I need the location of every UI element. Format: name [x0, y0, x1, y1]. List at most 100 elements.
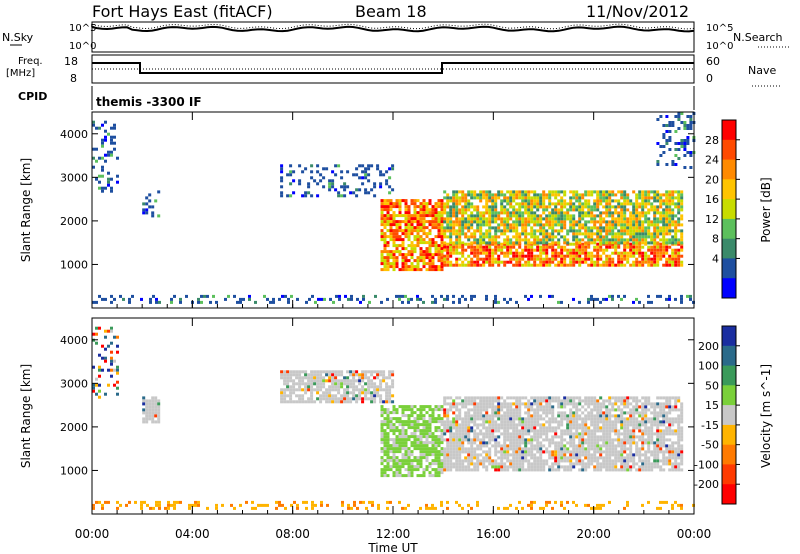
echo-cell: [236, 300, 239, 304]
echo-cell: [665, 462, 669, 466]
frequency-trace: [92, 62, 694, 74]
echo-cell: [614, 417, 618, 421]
echo-cell: [569, 402, 573, 406]
echo-cell: [488, 459, 492, 463]
echo-cell: [686, 115, 690, 118]
echo-cell: [599, 211, 603, 215]
echo-cell: [536, 254, 540, 258]
echo-cell: [641, 226, 645, 230]
echo-cell: [467, 426, 471, 430]
echo-cell: [431, 438, 435, 442]
echo-cell: [449, 429, 453, 433]
echo-cell: [437, 226, 441, 230]
echo-cell: [467, 408, 471, 412]
echo-cell: [545, 254, 549, 258]
echo-cell: [650, 423, 654, 427]
echo-cell: [446, 235, 450, 239]
echo-cell: [560, 254, 564, 258]
echo-cell: [659, 254, 663, 258]
echo-cell: [545, 402, 549, 406]
echo-cell: [434, 247, 438, 251]
echo-cell: [533, 426, 537, 430]
echo-cell: [428, 441, 432, 445]
echo-cell: [392, 474, 396, 478]
echo-cell: [593, 260, 597, 264]
echo-cell: [404, 429, 408, 433]
echo-cell: [485, 453, 489, 457]
echo-cell: [307, 191, 311, 195]
echo-cell: [671, 251, 675, 255]
echo-cell: [536, 245, 540, 249]
echo-cell: [389, 202, 393, 206]
echo-cell: [614, 468, 618, 472]
echo-cell: [539, 229, 543, 233]
echo-cell: [686, 124, 690, 127]
echo-cell: [584, 223, 588, 227]
echo-cell: [530, 263, 534, 267]
echo-cell: [500, 220, 504, 224]
echo-cell: [422, 205, 426, 209]
echo-cell: [518, 450, 522, 454]
echo-cell: [364, 397, 368, 401]
echo-cell: [376, 376, 380, 380]
echo-cell: [605, 257, 609, 261]
echo-cell: [458, 453, 462, 457]
echo-cell: [473, 465, 477, 469]
echo-cell: [500, 248, 504, 252]
echo-cell: [548, 217, 552, 221]
echo-cell: [566, 211, 570, 215]
echo-cell: [449, 220, 453, 224]
echo-cell: [581, 399, 585, 403]
echo-cell: [416, 211, 420, 215]
echo-cell: [509, 229, 513, 233]
echo-cell: [623, 432, 627, 436]
echo-cell: [419, 444, 423, 448]
echo-cell: [515, 260, 519, 264]
echo-cell: [431, 408, 435, 412]
echo-cell: [641, 468, 645, 472]
echo-cell: [563, 193, 567, 197]
echo-cell: [470, 245, 474, 249]
echo-cell: [356, 297, 359, 301]
echo-cell: [404, 474, 408, 478]
echo-cell: [563, 223, 567, 227]
echo-cell: [641, 462, 645, 466]
echo-cell: [142, 417, 146, 421]
echo-cell: [662, 396, 666, 400]
echo-cell: [650, 260, 654, 264]
echo-cell: [656, 456, 660, 460]
echo-cell: [404, 259, 408, 263]
echo-cell: [395, 229, 399, 233]
echo-cell: [671, 223, 675, 227]
echo-cell: [617, 238, 621, 242]
echo-cell: [443, 426, 447, 430]
echo-cell: [518, 468, 522, 472]
echo-cell: [557, 223, 561, 227]
echo-cell: [668, 130, 672, 133]
echo-cell: [485, 241, 489, 245]
echo-cell: [110, 294, 113, 298]
echo-cell: [530, 226, 534, 230]
echo-cell: [107, 344, 110, 348]
echo-cell: [614, 453, 618, 457]
echo-cell: [650, 205, 654, 209]
echo-cell: [524, 456, 528, 460]
echo-cell: [337, 191, 341, 195]
echo-cell: [614, 199, 618, 203]
echo-cell: [629, 402, 633, 406]
echo-cell: [530, 420, 534, 424]
echo-cell: [98, 395, 101, 399]
echo-cell: [542, 202, 546, 206]
echo-cell: [494, 414, 498, 418]
echo-cell: [680, 260, 684, 264]
echo-cell: [386, 211, 390, 215]
echo-cell: [386, 423, 390, 427]
echo-cell: [485, 402, 489, 406]
echo-cell: [605, 405, 609, 409]
echo-cell: [355, 173, 359, 177]
echo-cell: [407, 423, 411, 427]
echo-cell: [566, 426, 570, 430]
echo-cell: [440, 256, 444, 260]
echo-cell: [331, 376, 335, 380]
